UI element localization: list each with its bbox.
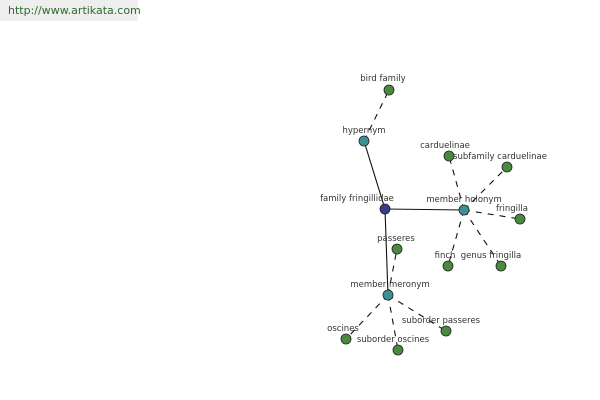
edge-center-holonym — [384, 208, 465, 211]
edge-meronym-suboscines — [387, 294, 399, 351]
node-hypernym[interactable] — [358, 135, 370, 147]
edge-center-meronym — [384, 208, 389, 296]
node-label-center: family fringillidae — [320, 194, 394, 204]
node-label-subpasseres: suborder passeres — [402, 316, 481, 326]
node-label-holonym: member holonym — [426, 195, 501, 205]
edge-meronym-passeres — [387, 248, 398, 296]
edge-meronym-oscines — [345, 294, 389, 340]
node-subpasseres[interactable] — [440, 325, 452, 337]
edge-holonym-finch — [447, 209, 465, 267]
node-birdfamily[interactable] — [383, 84, 395, 96]
node-oscines[interactable] — [340, 333, 352, 345]
node-label-oscines: oscines — [327, 324, 359, 334]
node-label-fringilla: fringilla — [496, 204, 528, 214]
edge-holonym-carduelinae — [448, 155, 465, 211]
node-meronym[interactable] — [382, 289, 394, 301]
node-holonym[interactable] — [458, 204, 470, 216]
node-label-birdfamily: bird family — [360, 74, 405, 84]
node-label-passeres: passeres — [377, 234, 415, 244]
node-label-finch: finch — [435, 251, 456, 261]
edge-hypernym-birdfamily — [363, 89, 390, 142]
node-carduelinae[interactable] — [443, 150, 455, 162]
node-fringilla[interactable] — [514, 213, 526, 225]
edge-center-hypernym — [363, 140, 386, 210]
edge-holonym-subfamily — [463, 166, 508, 211]
node-center[interactable] — [379, 203, 391, 215]
edge-holonym-fringilla — [463, 209, 521, 220]
node-label-suboscines: suborder oscines — [357, 335, 430, 345]
node-label-genus: genus fringilla — [461, 251, 521, 261]
node-genus[interactable] — [495, 260, 507, 272]
node-label-carduelinae: carduelinae — [420, 141, 470, 151]
node-label-hypernym: hypernym — [342, 126, 385, 136]
node-subfamily[interactable] — [501, 161, 513, 173]
site-url-link[interactable]: http://www.artikata.com — [0, 0, 141, 21]
node-label-subfamily: subfamily carduelinae — [453, 152, 547, 162]
node-label-meronym: member meronym — [350, 280, 429, 290]
node-suboscines[interactable] — [392, 344, 404, 356]
node-finch[interactable] — [442, 260, 454, 272]
node-passeres[interactable] — [391, 243, 403, 255]
